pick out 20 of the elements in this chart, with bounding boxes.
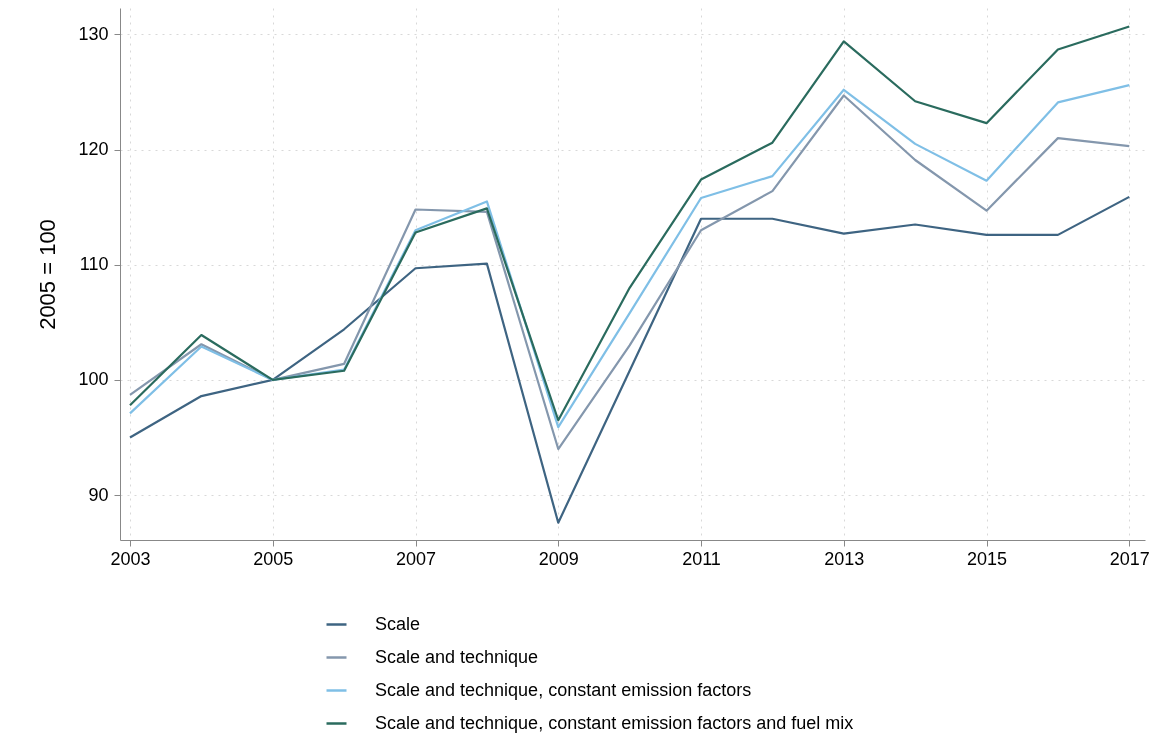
y-tick-label: 130: [78, 23, 109, 44]
x-tick-label: 2013: [824, 548, 865, 569]
y-tick-label: 100: [78, 369, 109, 390]
x-tick-label: 2015: [967, 548, 1008, 569]
x-tick-label: 2005: [253, 548, 294, 569]
legend-label: Scale and technique, constant emission factors and fuel mix: [375, 712, 854, 733]
legend-label: Scale and technique: [375, 646, 539, 667]
x-tick-label: 2003: [110, 548, 151, 569]
y-tick-label: 90: [88, 484, 109, 505]
x-tick-label: 2009: [538, 548, 579, 569]
legend-label: Scale and technique, constant emission factors: [375, 679, 752, 700]
y-tick-label: 110: [79, 254, 109, 275]
y-axis-title: 2005 = 100: [35, 219, 61, 330]
x-tick-label: 2017: [1109, 548, 1150, 569]
y-tick-label: 120: [78, 139, 109, 160]
x-tick-label: 2011: [682, 548, 721, 569]
line-series: [128, 195, 1131, 524]
x-tick-label: 2007: [395, 548, 437, 569]
legend-label: Scale: [375, 613, 421, 634]
line-series: [128, 25, 1131, 422]
